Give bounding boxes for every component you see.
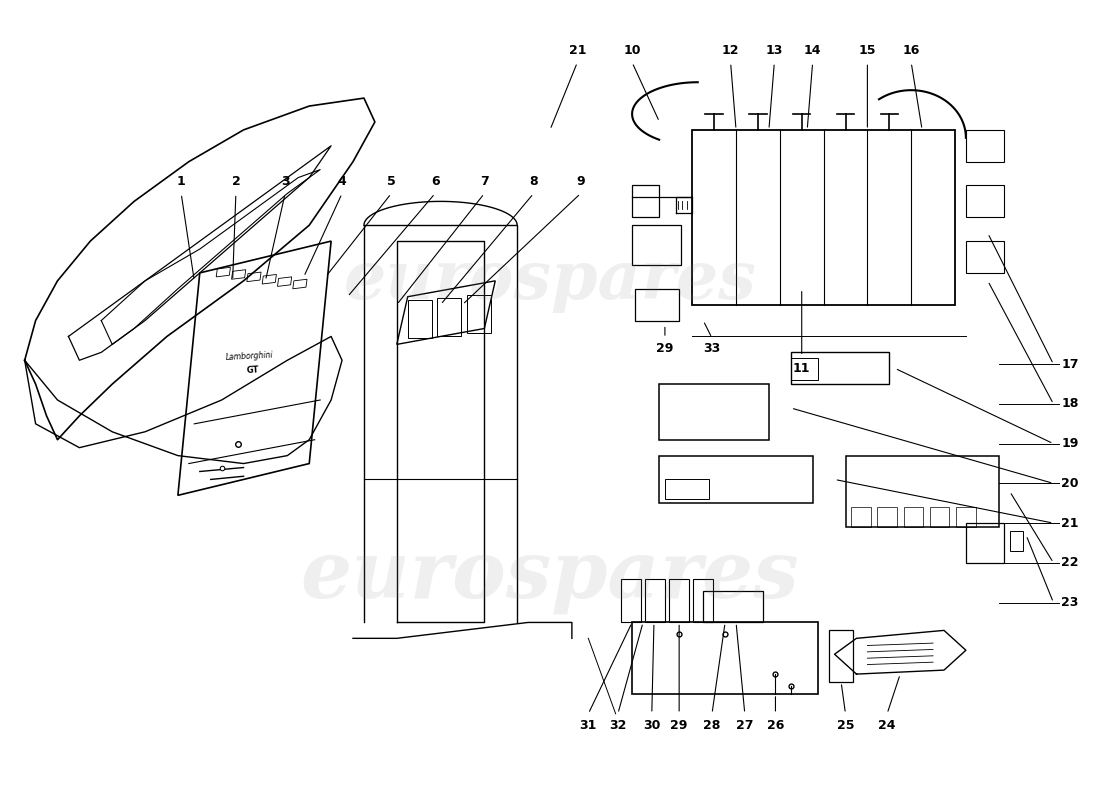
Bar: [692, 130, 955, 305]
Text: 33: 33: [703, 342, 720, 355]
Text: 6: 6: [431, 175, 439, 188]
Text: 19: 19: [1062, 437, 1078, 450]
Text: 26: 26: [767, 719, 784, 732]
Text: 15: 15: [859, 44, 876, 57]
Bar: [930, 507, 949, 527]
Text: 25: 25: [837, 719, 855, 732]
Text: 5: 5: [387, 175, 396, 188]
Bar: [632, 186, 659, 218]
Text: 28: 28: [703, 719, 720, 732]
Text: 20: 20: [1062, 477, 1079, 490]
Bar: [1010, 531, 1023, 551]
Bar: [659, 456, 813, 503]
Bar: [966, 523, 1004, 563]
Text: 32: 32: [609, 719, 627, 732]
Bar: [659, 384, 769, 440]
Text: eurospares: eurospares: [343, 248, 757, 314]
Text: 16: 16: [902, 44, 920, 57]
Text: GT: GT: [245, 365, 258, 374]
Text: Lamborghini: Lamborghini: [224, 350, 273, 362]
Text: 14: 14: [804, 44, 822, 57]
Text: 24: 24: [878, 719, 895, 732]
Text: 8: 8: [529, 175, 538, 188]
Text: 2: 2: [231, 175, 240, 188]
Bar: [693, 578, 713, 622]
Bar: [851, 507, 871, 527]
Text: 29: 29: [657, 342, 673, 355]
Text: 4: 4: [338, 175, 346, 188]
Bar: [956, 507, 976, 527]
Bar: [621, 578, 641, 622]
Bar: [966, 241, 1004, 273]
Text: 31: 31: [580, 719, 597, 732]
Text: 23: 23: [1062, 596, 1078, 609]
Text: eurospares: eurospares: [300, 536, 800, 614]
Text: 21: 21: [569, 44, 586, 57]
Text: 11: 11: [793, 362, 811, 374]
Text: 17: 17: [1062, 358, 1079, 370]
Text: 27: 27: [736, 719, 754, 732]
Bar: [664, 479, 708, 499]
Bar: [646, 578, 664, 622]
Bar: [669, 578, 689, 622]
Bar: [903, 507, 923, 527]
Text: 21: 21: [1062, 517, 1079, 530]
Bar: [703, 590, 763, 622]
Bar: [632, 226, 681, 265]
Bar: [846, 456, 999, 527]
Text: 10: 10: [624, 44, 641, 57]
Text: 29: 29: [671, 719, 688, 732]
Bar: [829, 630, 854, 682]
Bar: [966, 130, 1004, 162]
Bar: [438, 298, 461, 336]
Text: 30: 30: [644, 719, 660, 732]
Text: 3: 3: [280, 175, 289, 188]
Bar: [966, 186, 1004, 218]
Text: 13: 13: [766, 44, 783, 57]
Text: 1: 1: [177, 175, 186, 188]
Bar: [632, 622, 818, 694]
Text: 18: 18: [1062, 398, 1078, 410]
Text: 12: 12: [722, 44, 739, 57]
Text: 7: 7: [480, 175, 488, 188]
Bar: [877, 507, 896, 527]
Bar: [466, 295, 491, 334]
Bar: [791, 358, 818, 380]
Bar: [408, 300, 432, 338]
Text: 22: 22: [1062, 556, 1079, 570]
Bar: [791, 352, 889, 384]
Bar: [636, 289, 679, 321]
Text: 9: 9: [576, 175, 585, 188]
